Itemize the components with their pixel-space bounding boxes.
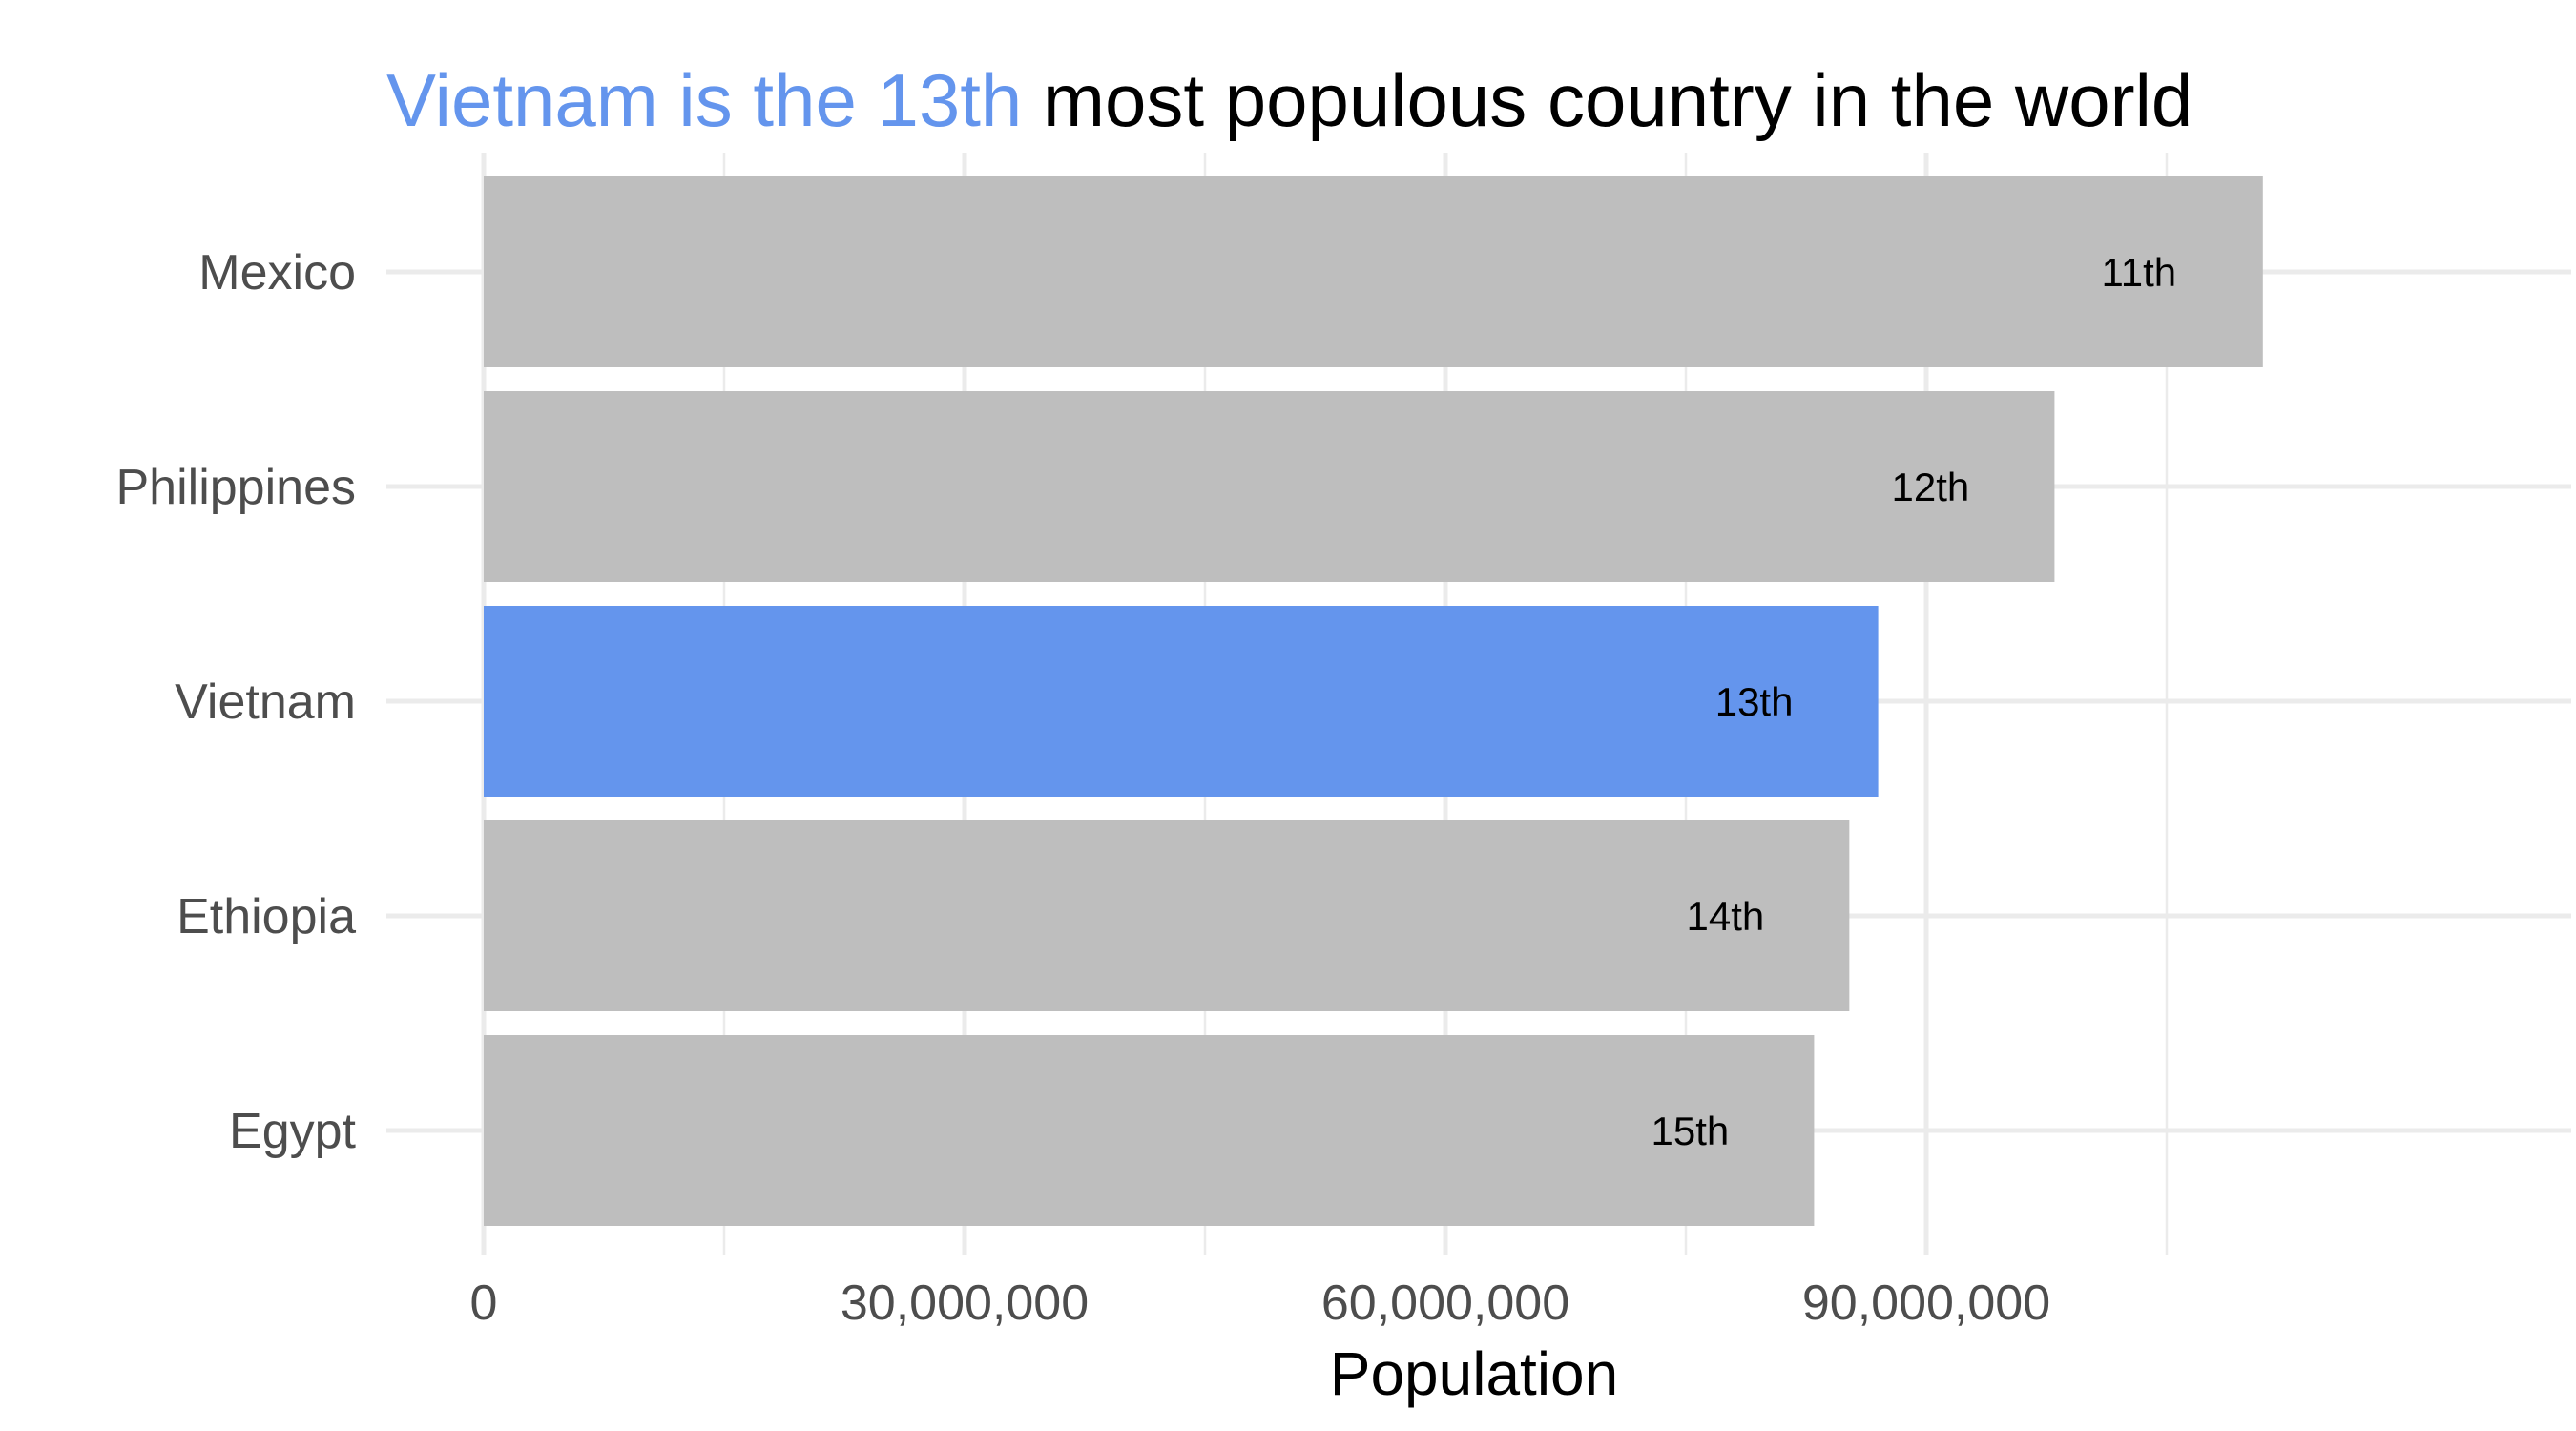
bar-label-philippines: 12th [1892, 465, 1970, 509]
bar-egypt [484, 1035, 1815, 1226]
bar-ethiopia [484, 820, 1850, 1011]
x-tick-label-0: 0 [470, 1275, 498, 1331]
bar-philippines [484, 391, 2055, 582]
bar-mexico [484, 176, 2263, 367]
chart-title-rest: most populous country in the world [1022, 58, 2192, 142]
x-tick-label-2: 60,000,000 [1321, 1275, 1569, 1331]
bar-label-vietnam: 13th [1715, 679, 1794, 724]
y-tick-label-ethiopia: Ethiopia [177, 889, 356, 944]
chart-title: Vietnam is the 13th most populous countr… [386, 58, 2192, 142]
bar-label-mexico: 11th [2101, 250, 2176, 295]
y-tick-label-mexico: Mexico [198, 245, 356, 301]
bar-label-egypt: 15th [1652, 1109, 1730, 1153]
x-tick-label-1: 30,000,000 [841, 1275, 1089, 1331]
chart-title-highlight: Vietnam is the 13th [386, 58, 1022, 142]
bar-vietnam [484, 606, 1879, 797]
bars [484, 176, 2263, 1226]
bar-labels: 11th 12th 13th 14th 15th [1652, 250, 2177, 1153]
x-tick-label-3: 90,000,000 [1802, 1275, 2050, 1331]
bar-label-ethiopia: 14th [1686, 894, 1764, 939]
x-axis-title: Population [1330, 1339, 1618, 1408]
y-tick-label-vietnam: Vietnam [175, 674, 356, 730]
y-tick-label-philippines: Philippines [116, 460, 357, 515]
y-axis: Mexico Philippines Vietnam Ethiopia Egypt [116, 245, 357, 1159]
y-tick-label-egypt: Egypt [229, 1104, 357, 1159]
x-axis: 0 30,000,000 60,000,000 90,000,000 [470, 1275, 2051, 1331]
